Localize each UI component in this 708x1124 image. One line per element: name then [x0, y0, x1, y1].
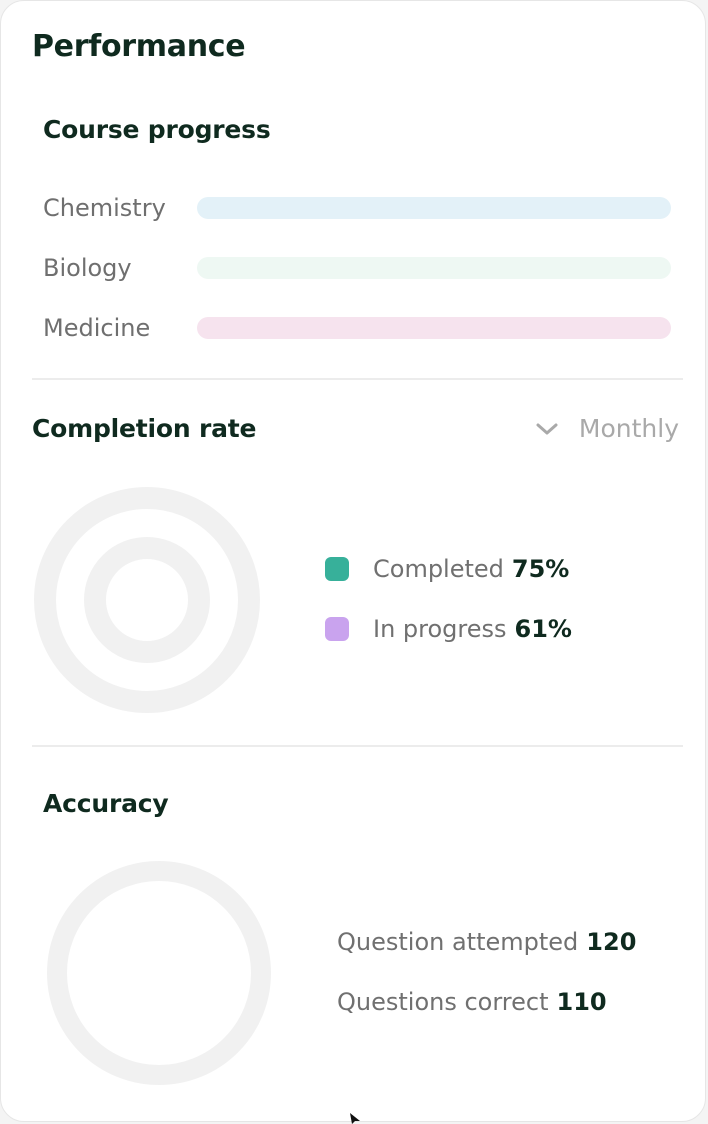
course-label: Medicine [43, 314, 151, 342]
accuracy-ring-track [47, 861, 271, 1085]
accuracy-heading: Accuracy [43, 789, 169, 818]
completion-donut [34, 487, 260, 713]
stat-label: Questions correct [337, 988, 549, 1016]
stat-questions-correct: Questions correct 110 [337, 988, 607, 1016]
legend-swatch [325, 557, 349, 581]
section-divider [32, 378, 683, 380]
legend-in-progress: In progress 61% [325, 615, 572, 643]
section-divider [32, 745, 683, 747]
course-label: Biology [43, 254, 132, 282]
stat-value: 110 [556, 988, 607, 1016]
period-dropdown[interactable]: Monthly [535, 414, 679, 443]
progress-track [197, 317, 671, 339]
mouse-cursor-icon [350, 1113, 360, 1124]
legend-label: In progress [373, 615, 507, 643]
legend-value: 61% [514, 615, 572, 643]
page-title: Performance [32, 29, 246, 64]
course-progress-heading: Course progress [43, 115, 271, 144]
stat-questions-attempted: Question attempted 120 [337, 928, 636, 956]
progress-track [197, 197, 671, 219]
stat-value: 120 [586, 928, 637, 956]
inner-ring-track [84, 537, 210, 663]
outer-ring-track [34, 487, 260, 713]
legend-label: Completed [373, 555, 504, 583]
progress-track [197, 257, 671, 279]
legend-completed: Completed 75% [325, 555, 569, 583]
stat-label: Question attempted [337, 928, 579, 956]
course-row-medicine: Medicine [43, 308, 671, 348]
legend-swatch [325, 617, 349, 641]
course-label: Chemistry [43, 194, 166, 222]
completion-rate-heading: Completion rate [32, 414, 257, 443]
course-row-biology: Biology [43, 248, 671, 288]
period-value: Monthly [578, 414, 679, 443]
legend-value: 75% [511, 555, 570, 583]
chevron-down-icon [535, 421, 559, 437]
course-row-chemistry: Chemistry [43, 188, 671, 228]
accuracy-donut [47, 861, 271, 1085]
